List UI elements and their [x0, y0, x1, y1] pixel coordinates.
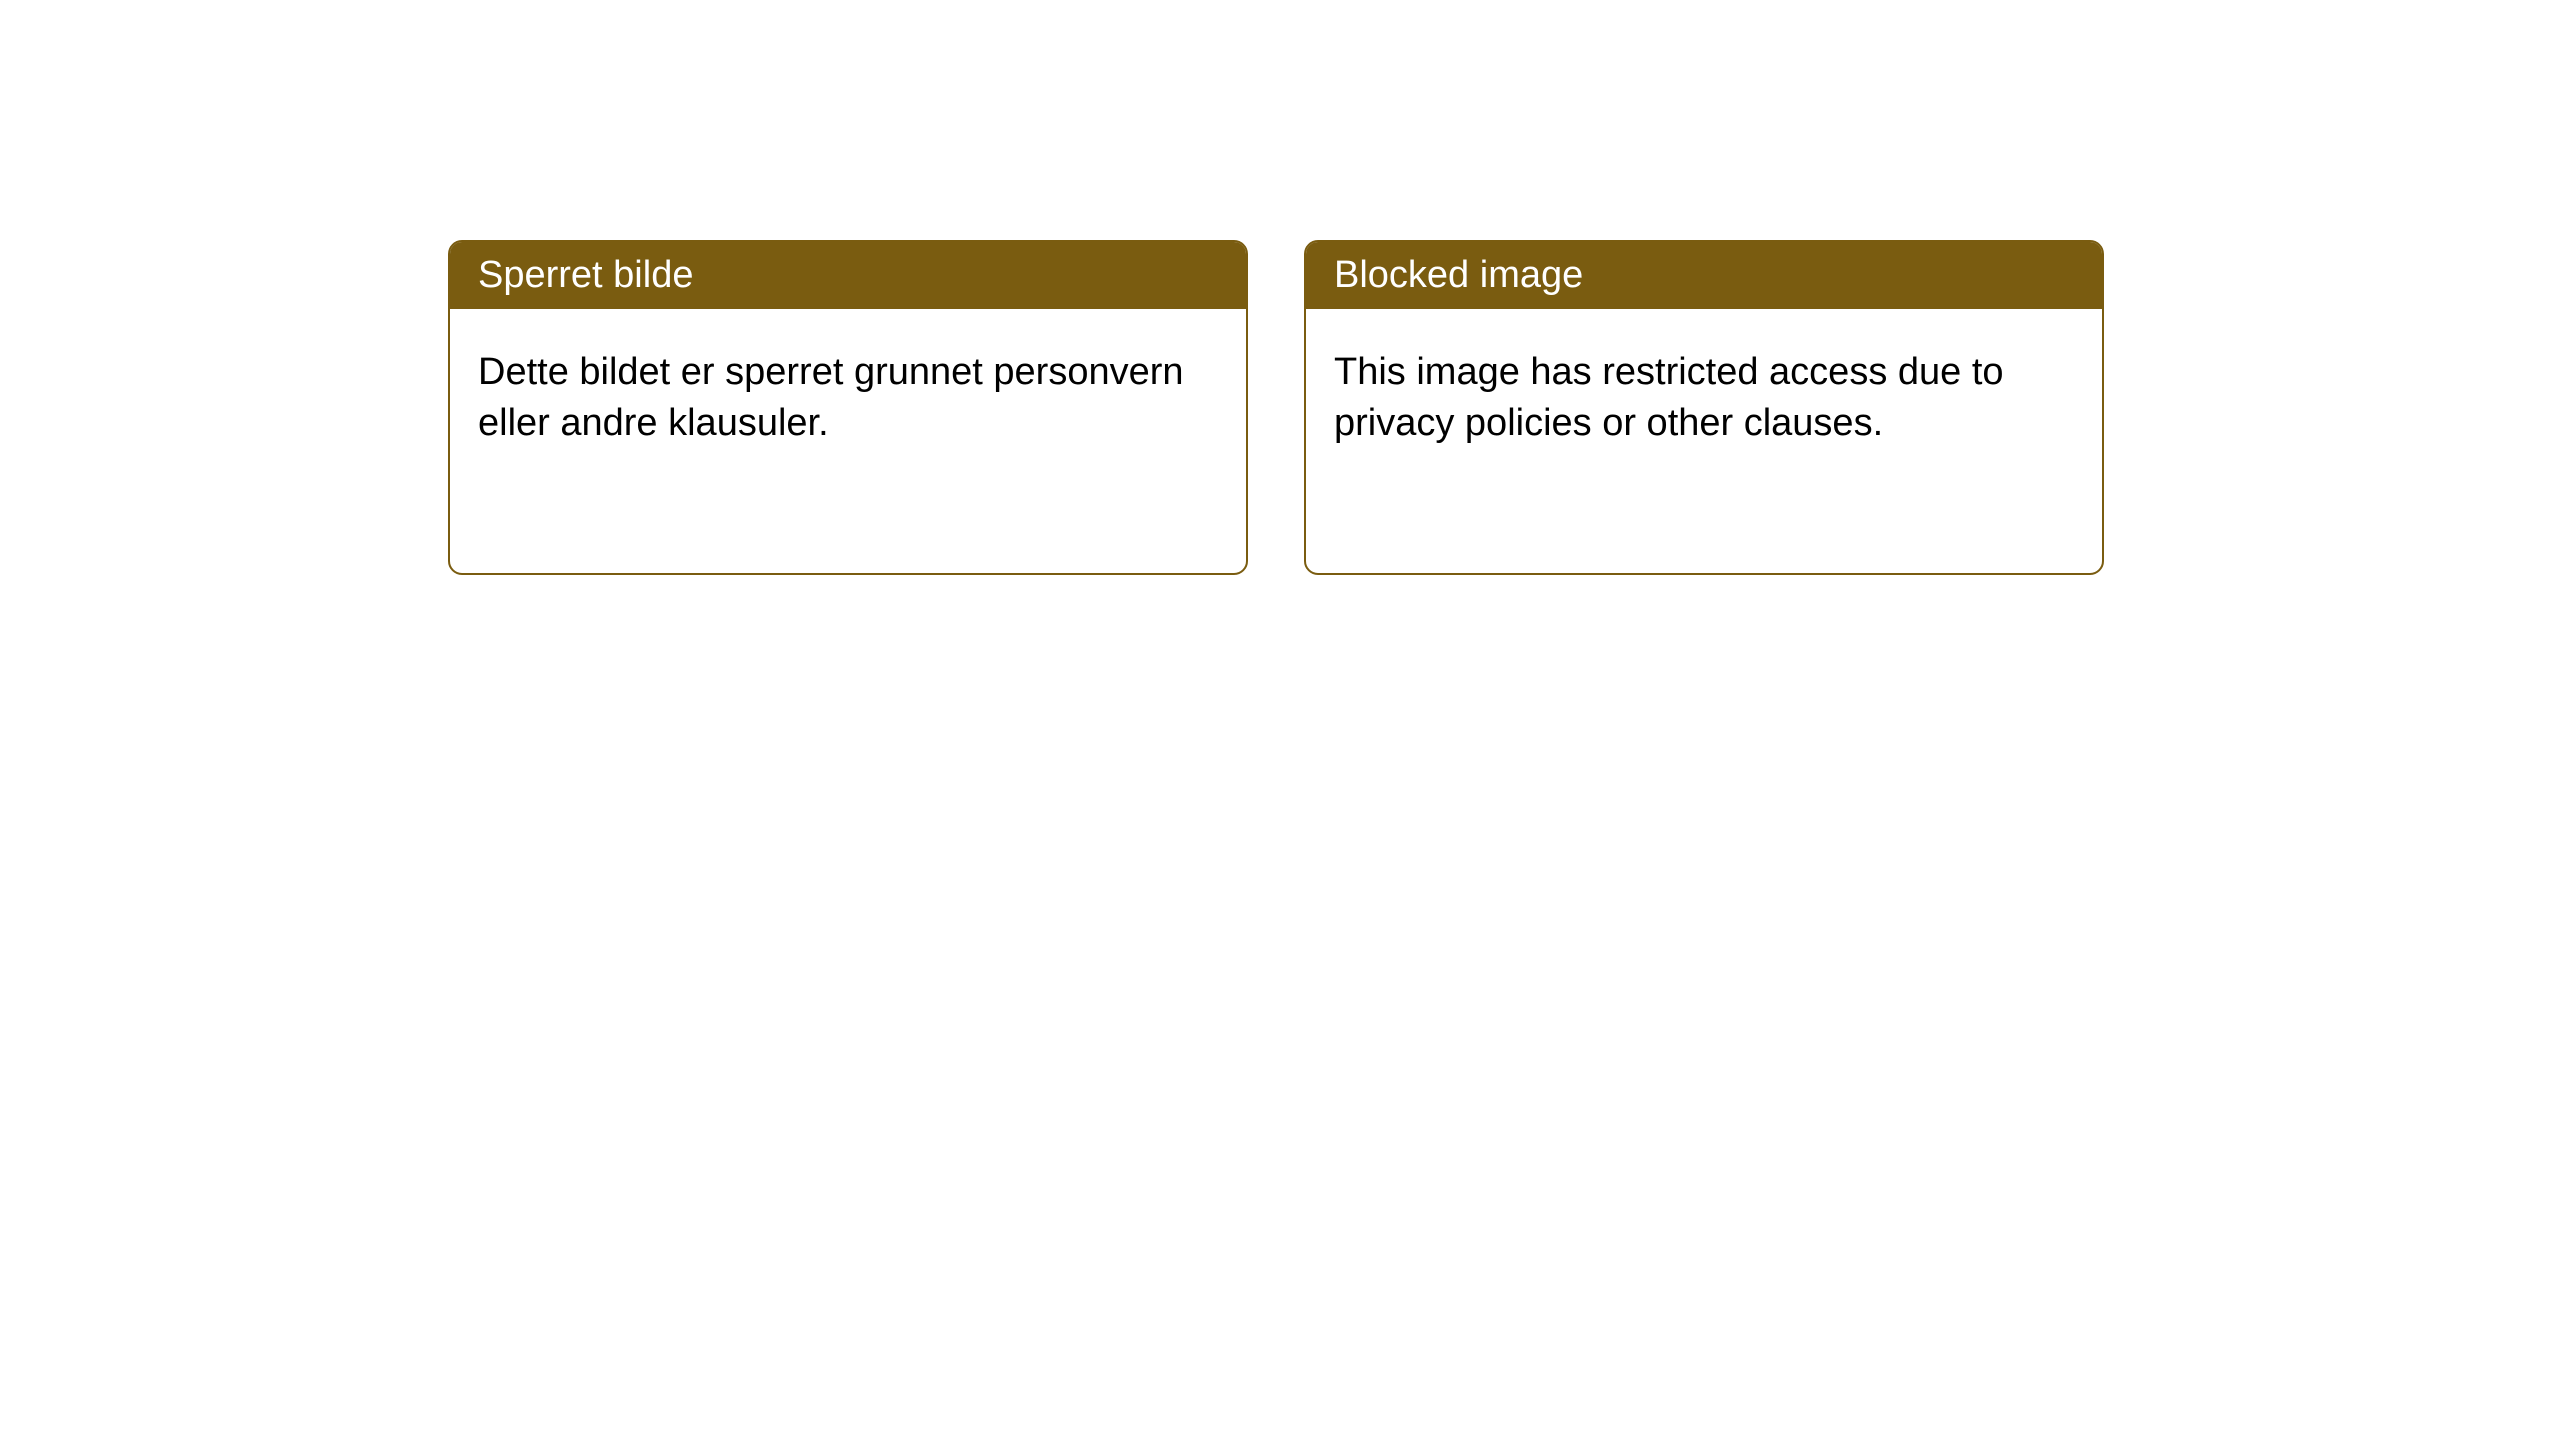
notice-box-norwegian: Sperret bilde Dette bildet er sperret gr… [448, 240, 1248, 575]
notice-body: This image has restricted access due to … [1306, 309, 2102, 488]
notice-box-english: Blocked image This image has restricted … [1304, 240, 2104, 575]
notice-header: Sperret bilde [450, 242, 1246, 309]
notice-body: Dette bildet er sperret grunnet personve… [450, 309, 1246, 488]
notice-container: Sperret bilde Dette bildet er sperret gr… [448, 240, 2104, 575]
notice-header: Blocked image [1306, 242, 2102, 309]
